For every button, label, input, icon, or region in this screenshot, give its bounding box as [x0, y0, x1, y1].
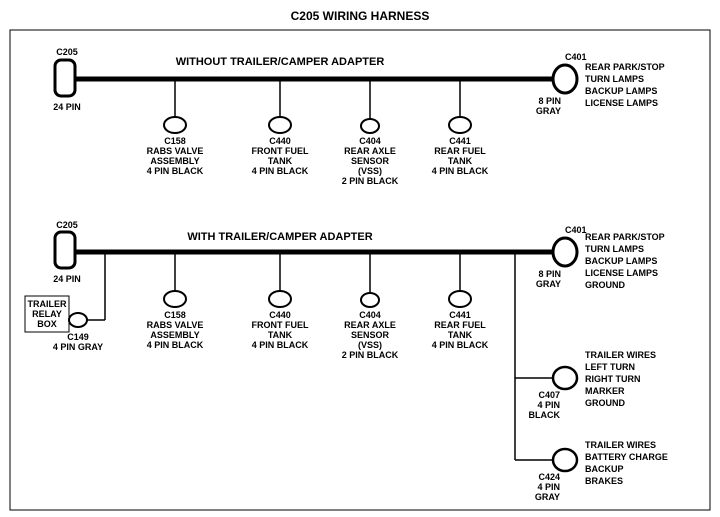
c401-pins-1: 8 PIN [538, 96, 561, 106]
svg-text:C149: C149 [67, 332, 89, 342]
svg-text:C404: C404 [359, 310, 381, 320]
c205-connector-1 [55, 60, 75, 96]
svg-text:TANK: TANK [448, 156, 473, 166]
svg-text:4 PIN BLACK: 4 PIN BLACK [252, 166, 309, 176]
svg-text:8 PIN: 8 PIN [538, 269, 561, 279]
c205-connector-2 [55, 232, 75, 268]
c401-sig-1-3: LICENSE LAMPS [585, 98, 658, 108]
svg-text:LICENSE LAMPS: LICENSE LAMPS [585, 268, 658, 278]
svg-text:RIGHT TURN: RIGHT TURN [585, 374, 641, 384]
c407-connector [553, 367, 577, 389]
svg-text:C440: C440 [269, 136, 291, 146]
section-without-adapter: WITHOUT TRAILER/CAMPER ADAPTER C205 24 P… [53, 47, 664, 186]
svg-text:TURN LAMPS: TURN LAMPS [585, 244, 644, 254]
section2-subtitle: WITH TRAILER/CAMPER ADAPTER [187, 231, 372, 243]
drop-c441-2: C441 REAR FUEL TANK 4 PIN BLACK [432, 252, 489, 350]
svg-text:GROUND: GROUND [585, 280, 625, 290]
c401-sig-1-0: REAR PARK/STOP [585, 62, 665, 72]
svg-text:FRONT FUEL: FRONT FUEL [252, 146, 309, 156]
svg-text:REAR FUEL: REAR FUEL [434, 320, 486, 330]
svg-text:REAR PARK/STOP: REAR PARK/STOP [585, 232, 665, 242]
svg-text:4 PIN BLACK: 4 PIN BLACK [252, 340, 309, 350]
svg-text:4 PIN BLACK: 4 PIN BLACK [147, 166, 204, 176]
svg-text:TANK: TANK [448, 330, 473, 340]
svg-text:C441: C441 [449, 136, 471, 146]
c205-pins-1: 24 PIN [53, 102, 81, 112]
svg-text:BACKUP LAMPS: BACKUP LAMPS [585, 256, 657, 266]
svg-text:RABS VALVE: RABS VALVE [147, 320, 204, 330]
c205-pins-2: 24 PIN [53, 274, 81, 284]
svg-text:GROUND: GROUND [585, 398, 625, 408]
c149-connector [69, 313, 87, 327]
svg-text:C404: C404 [359, 136, 381, 146]
svg-text:FRONT FUEL: FRONT FUEL [252, 320, 309, 330]
svg-text:TRAILER WIRES: TRAILER WIRES [585, 350, 656, 360]
c401-color-1: GRAY [536, 106, 561, 116]
section1-subtitle: WITHOUT TRAILER/CAMPER ADAPTER [176, 56, 385, 68]
drop-c404-2: C404 REAR AXLE SENSOR (VSS) 2 PIN BLACK [342, 252, 399, 360]
svg-text:C441: C441 [449, 310, 471, 320]
svg-text:C158: C158 [164, 310, 186, 320]
svg-text:SENSOR: SENSOR [351, 156, 390, 166]
svg-text:BRAKES: BRAKES [585, 476, 623, 486]
svg-text:C440: C440 [269, 310, 291, 320]
c401-connector-2 [553, 238, 577, 266]
svg-text:GRAY: GRAY [536, 279, 561, 289]
svg-text:4 PIN GRAY: 4 PIN GRAY [53, 342, 103, 352]
drop-c440-1: C440 FRONT FUEL TANK 4 PIN BLACK [252, 79, 309, 176]
c401-sig-1-2: BACKUP LAMPS [585, 86, 657, 96]
svg-text:TRAILER: TRAILER [28, 299, 67, 309]
drop-c441-1: C441 REAR FUEL TANK 4 PIN BLACK [432, 79, 489, 176]
svg-text:SENSOR: SENSOR [351, 330, 390, 340]
svg-text:4 PIN BLACK: 4 PIN BLACK [432, 340, 489, 350]
svg-text:BACKUP: BACKUP [585, 464, 624, 474]
drop-c158-1: C158 RABS VALVE ASSEMBLY 4 PIN BLACK [147, 79, 204, 176]
svg-text:C158: C158 [164, 136, 186, 146]
svg-text:4 PIN BLACK: 4 PIN BLACK [147, 340, 204, 350]
svg-text:TRAILER WIRES: TRAILER WIRES [585, 440, 656, 450]
svg-text:TANK: TANK [268, 330, 293, 340]
svg-text:TANK: TANK [268, 156, 293, 166]
svg-text:2 PIN BLACK: 2 PIN BLACK [342, 350, 399, 360]
svg-text:(VSS): (VSS) [358, 340, 382, 350]
svg-text:(VSS): (VSS) [358, 166, 382, 176]
svg-text:4 PIN BLACK: 4 PIN BLACK [432, 166, 489, 176]
svg-text:MARKER: MARKER [585, 386, 625, 396]
svg-text:REAR AXLE: REAR AXLE [344, 320, 396, 330]
svg-text:REAR FUEL: REAR FUEL [434, 146, 486, 156]
svg-text:4 PIN: 4 PIN [537, 400, 560, 410]
svg-text:RELAY: RELAY [32, 309, 62, 319]
c205-label-2: C205 [56, 220, 78, 230]
svg-text:ASSEMBLY: ASSEMBLY [150, 156, 199, 166]
c401-label-1: C401 [565, 52, 587, 62]
c401-sig-1-1: TURN LAMPS [585, 74, 644, 84]
svg-text:C407: C407 [538, 390, 560, 400]
drop-c440-2: C440 FRONT FUEL TANK 4 PIN BLACK [252, 252, 309, 350]
svg-text:BLACK: BLACK [529, 410, 561, 420]
c401-label-2: C401 [565, 225, 587, 235]
svg-text:ASSEMBLY: ASSEMBLY [150, 330, 199, 340]
svg-text:C424: C424 [538, 472, 560, 482]
c424-connector [553, 449, 577, 471]
c401-connector-1 [553, 65, 577, 93]
svg-text:REAR AXLE: REAR AXLE [344, 146, 396, 156]
svg-text:2 PIN BLACK: 2 PIN BLACK [342, 176, 399, 186]
svg-text:RABS VALVE: RABS VALVE [147, 146, 204, 156]
diagram-title: C205 WIRING HARNESS [291, 9, 430, 23]
svg-text:BATTERY CHARGE: BATTERY CHARGE [585, 452, 668, 462]
drop-c158-2: C158 RABS VALVE ASSEMBLY 4 PIN BLACK [147, 252, 204, 350]
svg-text:BOX: BOX [37, 319, 57, 329]
section-with-adapter: WITH TRAILER/CAMPER ADAPTER C205 24 PIN … [25, 220, 668, 502]
svg-text:LEFT TURN: LEFT TURN [585, 362, 635, 372]
drop-c404-1: C404 REAR AXLE SENSOR (VSS) 2 PIN BLACK [342, 79, 399, 186]
svg-text:GRAY: GRAY [535, 492, 560, 502]
svg-text:4 PIN: 4 PIN [537, 482, 560, 492]
c205-label-1: C205 [56, 47, 78, 57]
wiring-diagram: C205 WIRING HARNESS WITHOUT TRAILER/CAMP… [0, 0, 720, 517]
